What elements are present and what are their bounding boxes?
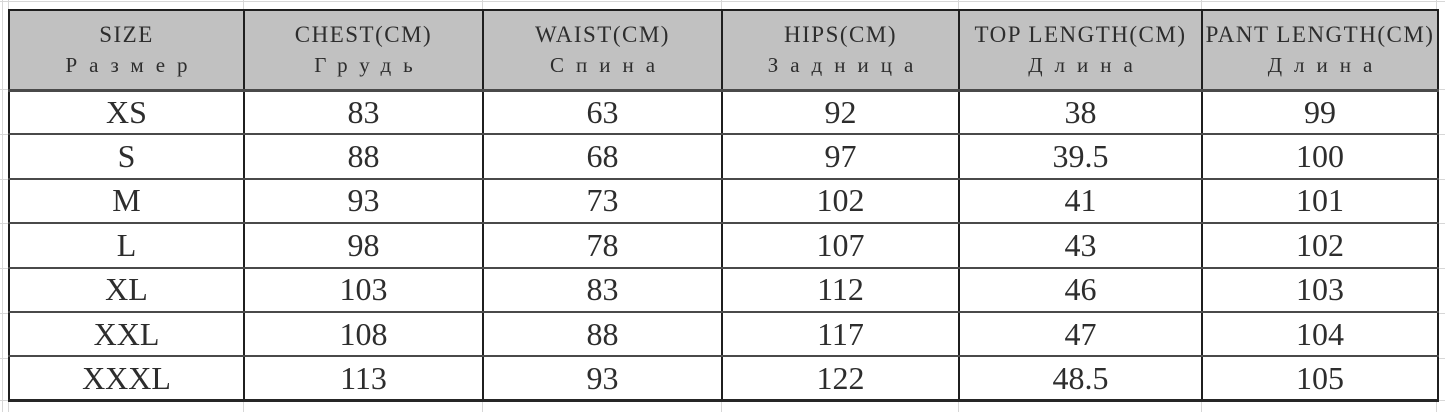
waist-cell: 63 xyxy=(482,90,723,136)
hips-cell: 92 xyxy=(721,90,960,136)
column-header-top-length: TOP LENGTH(CM) Длина xyxy=(958,9,1203,92)
pant-length-cell: 100 xyxy=(1201,134,1439,180)
size-cell: XXL xyxy=(8,311,245,358)
pant-length-cell: 103 xyxy=(1201,267,1439,313)
waist-cell: 83 xyxy=(482,267,723,313)
top-length-cell: 46 xyxy=(958,267,1203,313)
column-header-waist: WAIST(CM) Спина xyxy=(482,9,723,92)
top-length-cell: 41 xyxy=(958,178,1203,225)
top-length-cell: 48.5 xyxy=(958,356,1203,403)
column-header-ru: Длина xyxy=(1267,53,1385,78)
table-row: XXL 108 88 117 47 104 xyxy=(8,311,1439,358)
waist-cell: 68 xyxy=(482,134,723,180)
hips-cell: 102 xyxy=(721,178,960,225)
size-cell: S xyxy=(8,134,245,180)
table-row: L 98 78 107 43 102 xyxy=(8,223,1439,269)
size-cell: XS xyxy=(8,90,245,136)
column-header-en: SIZE xyxy=(99,22,154,48)
hips-cell: 122 xyxy=(721,356,960,403)
pant-length-cell: 101 xyxy=(1201,178,1439,225)
column-header-hips: HIPS(CM) Задница xyxy=(721,9,960,92)
top-length-cell: 47 xyxy=(958,311,1203,358)
chest-cell: 103 xyxy=(243,267,484,313)
top-length-cell: 39.5 xyxy=(958,134,1203,180)
hips-cell: 112 xyxy=(721,267,960,313)
column-header-ru: Длина xyxy=(1028,53,1145,78)
column-header-size: SIZE Размер xyxy=(8,9,245,92)
chest-cell: 93 xyxy=(243,178,484,225)
waist-cell: 78 xyxy=(482,223,723,269)
waist-cell: 93 xyxy=(482,356,723,403)
gridline xyxy=(2,0,3,412)
chest-cell: 108 xyxy=(243,311,484,358)
column-header-en: HIPS(CM) xyxy=(784,22,897,48)
waist-cell: 88 xyxy=(482,311,723,358)
hips-cell: 97 xyxy=(721,134,960,180)
hips-cell: 107 xyxy=(721,223,960,269)
size-cell: M xyxy=(8,178,245,225)
column-header-chest: CHEST(CM) Грудь xyxy=(243,9,484,92)
column-header-ru: Спина xyxy=(549,53,668,78)
column-header-ru: Грудь xyxy=(314,53,425,78)
pant-length-cell: 99 xyxy=(1201,90,1439,136)
column-header-ru: Размер xyxy=(65,53,200,78)
table-row: XS 83 63 92 38 99 xyxy=(8,90,1439,136)
waist-cell: 73 xyxy=(482,178,723,225)
top-length-cell: 38 xyxy=(958,90,1203,136)
pant-length-cell: 104 xyxy=(1201,311,1439,358)
chest-cell: 98 xyxy=(243,223,484,269)
gridline xyxy=(0,1,1445,2)
size-cell: XL xyxy=(8,267,245,313)
top-length-cell: 43 xyxy=(958,223,1203,269)
hips-cell: 117 xyxy=(721,311,960,358)
chest-cell: 88 xyxy=(243,134,484,180)
pant-length-cell: 105 xyxy=(1201,356,1439,403)
table-row: XXXL 113 93 122 48.5 105 xyxy=(8,356,1439,403)
column-header-en: WAIST(CM) xyxy=(535,22,670,48)
column-header-pant-length: PANT LENGTH(CM) Длина xyxy=(1201,9,1439,92)
chest-cell: 113 xyxy=(243,356,484,403)
table-row: M 93 73 102 41 101 xyxy=(8,178,1439,225)
table-row: XL 103 83 112 46 103 xyxy=(8,267,1439,313)
header-row: SIZE Размер CHEST(CM) Грудь WAIST(CM) Сп… xyxy=(8,9,1439,92)
column-header-ru: Задница xyxy=(767,53,926,78)
column-header-en: CHEST(CM) xyxy=(294,22,433,48)
column-header-en: PANT LENGTH(CM) xyxy=(1205,22,1435,48)
size-chart-table: SIZE Размер CHEST(CM) Грудь WAIST(CM) Сп… xyxy=(8,9,1439,403)
chest-cell: 83 xyxy=(243,90,484,136)
pant-length-cell: 102 xyxy=(1201,223,1439,269)
table-row: S 88 68 97 39.5 100 xyxy=(8,134,1439,180)
column-header-en: TOP LENGTH(CM) xyxy=(974,22,1187,48)
size-cell: L xyxy=(8,223,245,269)
size-cell: XXXL xyxy=(8,356,245,403)
